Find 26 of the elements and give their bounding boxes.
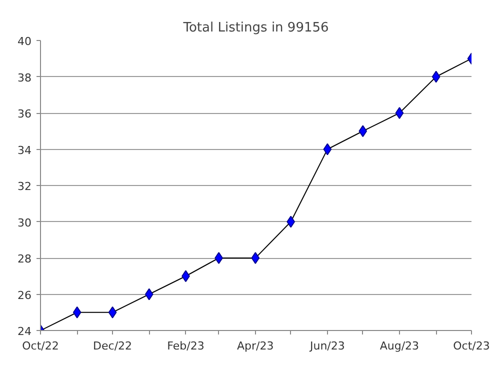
point [214,252,223,264]
y-tick-label: 26 [18,288,32,302]
x-tick-label: Aug/23 [380,340,420,352]
point [251,252,260,264]
y-tick-label: 36 [18,108,32,120]
x-tick-label: Jun/23 [308,340,345,352]
point [395,107,404,119]
point [323,143,332,156]
x-tick-label: Oct/23 [453,340,490,352]
point [432,70,440,83]
x-tick-label: Oct/22 [22,340,59,352]
point [358,125,368,138]
x-tick-label: Apr/23 [237,340,274,352]
y-tick-label: 34 [18,144,32,157]
point [72,306,82,318]
chart-title: Total Listings in 99156 [182,20,329,36]
point [144,288,154,300]
point [108,306,117,318]
x-tick-label: Feb/23 [167,340,204,352]
y-tick-label: 30 [18,216,32,230]
x-tick-label: Dec/22 [93,340,132,352]
y-tick-label: 28 [18,252,32,266]
y-tick-label: 38 [18,71,32,84]
y-tick-label: 40 [18,35,32,48]
y-tick-label: 24 [18,325,32,338]
y-tick-label: 32 [18,180,32,193]
